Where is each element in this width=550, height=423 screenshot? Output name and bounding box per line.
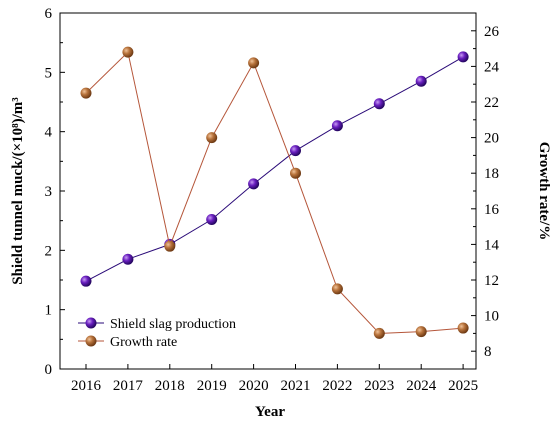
series-1-point: [415, 326, 427, 338]
series-1-point: [248, 57, 260, 69]
x-tick-label: 2025: [448, 378, 478, 394]
right-tick-label: 26: [484, 24, 500, 40]
series-1-point: [457, 322, 469, 334]
legend-marker-shield: [85, 317, 97, 329]
series-1-point: [331, 283, 343, 295]
legend-label-growth: Growth rate: [110, 335, 177, 350]
x-tick-label: 2021: [281, 378, 311, 394]
left-tick-label: 6: [45, 6, 53, 22]
left-tick-label: 0: [45, 362, 53, 378]
x-axis-title: Year: [255, 404, 285, 420]
right-tick-label: 14: [484, 237, 500, 253]
x-axis: 2016 2017 2018 2019 2020 2021 2022 2023 2024 2025: [71, 364, 478, 394]
series-0-point: [290, 145, 301, 157]
left-y-axis-title: Shield tunnel muck/(×10⁸)/m³: [10, 97, 26, 285]
series-1-point: [373, 327, 385, 339]
right-tick-label: 10: [484, 309, 499, 325]
series-layer: [80, 46, 469, 339]
x-tick-label: 2024: [406, 378, 437, 394]
series-1-point: [290, 167, 301, 179]
x-tick-label: 2019: [197, 378, 227, 394]
right-y-axis: 8 10 12 14 16 18 20 22 24 26: [471, 12, 500, 370]
right-tick-label: 22: [484, 95, 499, 111]
series-1-point: [164, 240, 176, 252]
left-tick-label: 4: [45, 125, 53, 141]
legend-label-shield: Shield slag production: [110, 317, 236, 332]
right-y-axis-title: Growth rate/%: [536, 142, 550, 240]
series-1-point: [80, 87, 92, 99]
x-tick-label: 2023: [364, 378, 394, 394]
right-tick-label: 20: [484, 131, 499, 147]
series-0-point: [457, 51, 469, 63]
x-tick-label: 2018: [155, 378, 185, 394]
left-tick-label: 2: [45, 243, 53, 259]
series-0-point: [373, 98, 385, 110]
right-tick-label: 16: [484, 202, 500, 218]
series-line-1: [85, 51, 464, 334]
series-0-point: [248, 178, 260, 190]
legend-marker-growth: [85, 335, 97, 347]
x-tick-label: 2020: [239, 378, 269, 394]
left-tick-label: 1: [45, 303, 53, 319]
series-0-point: [122, 253, 134, 265]
left-tick-label: 5: [45, 65, 53, 81]
series-0-point: [331, 120, 343, 132]
series-0-point: [206, 213, 218, 225]
right-tick-label: 18: [484, 166, 499, 182]
series-1-point: [206, 132, 218, 144]
right-tick-label: 8: [484, 344, 492, 360]
x-tick-label: 2017: [113, 378, 144, 394]
plot-frame: [59, 12, 477, 370]
right-tick-label: 24: [484, 59, 500, 75]
series-1-point: [122, 46, 134, 58]
legend: Shield slag production Growth rate: [78, 317, 236, 350]
left-y-axis: 0 1 2 3 4 5 6: [45, 6, 65, 378]
series-0-point: [80, 275, 92, 287]
series-line-0: [85, 56, 464, 282]
left-tick-label: 3: [45, 184, 53, 200]
series-0-point: [415, 75, 427, 87]
right-tick-label: 12: [484, 273, 499, 289]
x-tick-label: 2016: [71, 378, 102, 394]
x-tick-label: 2022: [322, 378, 352, 394]
